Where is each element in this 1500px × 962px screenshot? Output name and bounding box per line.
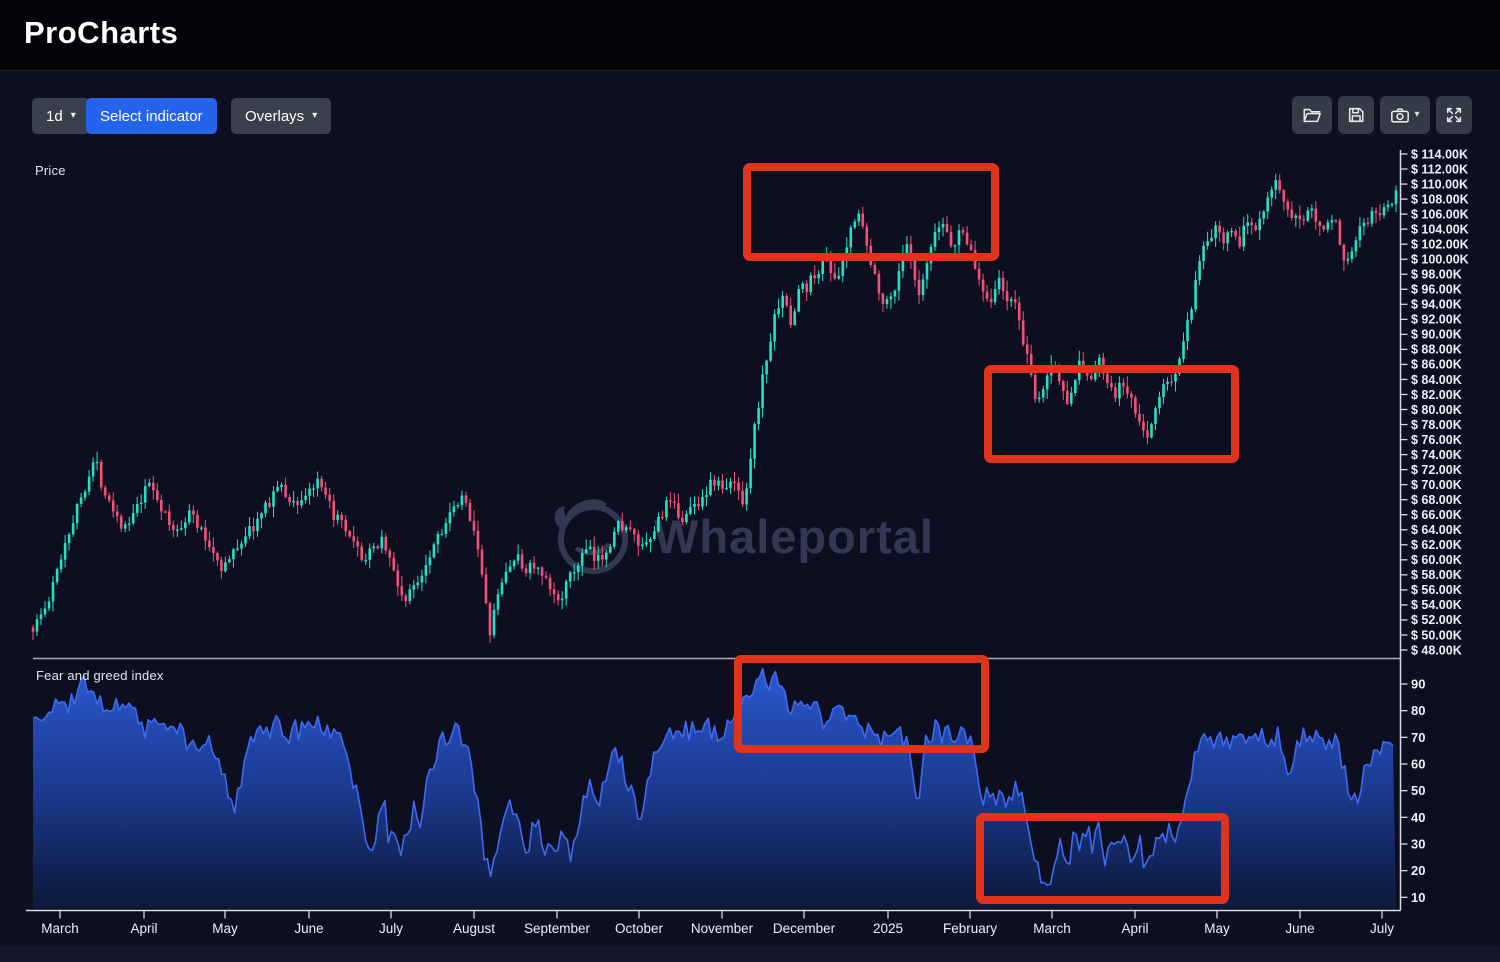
svg-text:$ 78.00K: $ 78.00K [1411, 418, 1462, 432]
svg-text:$ 54.00K: $ 54.00K [1411, 598, 1462, 612]
svg-text:50: 50 [1411, 783, 1425, 798]
select-indicator-button[interactable]: Select indicator [86, 98, 217, 134]
screenshot-button[interactable]: ▾ [1380, 96, 1430, 134]
svg-text:$ 88.00K: $ 88.00K [1411, 343, 1462, 357]
chevron-down-icon: ▾ [312, 110, 318, 121]
svg-text:$ 74.00K: $ 74.00K [1411, 448, 1462, 462]
svg-text:September: September [524, 921, 591, 936]
svg-text:July: July [1370, 921, 1394, 936]
fear-greed-panel-label: Fear and greed index [36, 668, 164, 683]
svg-text:$ 80.00K: $ 80.00K [1411, 403, 1462, 417]
annotation-box [984, 365, 1239, 463]
svg-text:$ 66.00K: $ 66.00K [1411, 508, 1462, 522]
app-header: ProCharts [0, 0, 1500, 71]
svg-text:$ 96.00K: $ 96.00K [1411, 283, 1462, 297]
svg-text:$ 100.00K: $ 100.00K [1411, 253, 1469, 267]
svg-text:October: October [615, 921, 664, 936]
svg-text:April: April [1121, 921, 1148, 936]
annotation-boxes [734, 163, 1239, 904]
svg-text:$ 104.00K: $ 104.00K [1411, 222, 1469, 236]
annotation-box [734, 655, 989, 753]
svg-text:60: 60 [1411, 756, 1425, 771]
svg-text:$ 98.00K: $ 98.00K [1411, 268, 1462, 282]
svg-text:May: May [212, 921, 238, 936]
svg-text:$ 84.00K: $ 84.00K [1411, 373, 1462, 387]
timeframe-button[interactable]: 1d ▾ [32, 98, 90, 134]
open-file-button[interactable] [1292, 96, 1332, 134]
annotation-box [743, 163, 999, 261]
svg-text:70: 70 [1411, 730, 1425, 745]
price-candles-series [31, 173, 1398, 643]
app-title: ProCharts [24, 15, 179, 50]
fullscreen-button[interactable] [1436, 96, 1472, 134]
svg-text:July: July [379, 921, 403, 936]
svg-text:$ 52.00K: $ 52.00K [1411, 613, 1462, 627]
svg-text:June: June [1285, 921, 1314, 936]
price-panel-label: Price [35, 163, 66, 178]
svg-text:$ 60.00K: $ 60.00K [1411, 553, 1462, 567]
chevron-down-icon: ▾ [70, 110, 76, 121]
svg-text:2025: 2025 [873, 921, 903, 936]
svg-text:$ 72.00K: $ 72.00K [1411, 463, 1462, 477]
svg-text:$ 62.00K: $ 62.00K [1411, 538, 1462, 552]
svg-text:20: 20 [1411, 863, 1425, 878]
svg-text:December: December [773, 921, 836, 936]
svg-text:30: 30 [1411, 836, 1425, 851]
svg-text:10: 10 [1411, 890, 1425, 905]
camera-icon [1391, 108, 1410, 123]
svg-text:$ 48.00K: $ 48.00K [1411, 643, 1462, 657]
fear-greed-series [32, 667, 1396, 908]
svg-text:$ 86.00K: $ 86.00K [1411, 358, 1462, 372]
svg-text:$ 82.00K: $ 82.00K [1411, 388, 1462, 402]
overlays-button[interactable]: Overlays ▾ [231, 98, 332, 134]
folder-open-icon [1303, 108, 1321, 123]
svg-text:March: March [41, 921, 79, 936]
svg-text:August: August [453, 921, 495, 936]
overlays-label: Overlays [245, 107, 305, 125]
svg-text:April: April [130, 921, 157, 936]
axes: $ 114.00K$ 112.00K$ 110.00K$ 108.00K$ 10… [26, 147, 1469, 936]
timeframe-label: 1d [46, 107, 63, 125]
svg-text:$ 76.00K: $ 76.00K [1411, 433, 1462, 447]
svg-text:$ 90.00K: $ 90.00K [1411, 328, 1462, 342]
svg-text:May: May [1204, 921, 1230, 936]
svg-text:$ 58.00K: $ 58.00K [1411, 568, 1462, 582]
bottom-strip [0, 946, 1500, 962]
svg-text:$ 92.00K: $ 92.00K [1411, 313, 1462, 327]
annotation-box [976, 813, 1229, 904]
chevron-down-icon: ▾ [1414, 109, 1420, 120]
svg-text:$ 108.00K: $ 108.00K [1411, 192, 1469, 206]
svg-text:$ 112.00K: $ 112.00K [1411, 162, 1468, 176]
svg-text:$ 70.00K: $ 70.00K [1411, 478, 1462, 492]
svg-text:November: November [691, 921, 754, 936]
svg-text:90: 90 [1411, 677, 1425, 692]
fullscreen-icon [1446, 107, 1462, 123]
svg-text:$ 114.00K: $ 114.00K [1411, 147, 1468, 161]
svg-text:$ 94.00K: $ 94.00K [1411, 298, 1462, 312]
svg-text:40: 40 [1411, 810, 1425, 825]
svg-text:$ 56.00K: $ 56.00K [1411, 583, 1462, 597]
svg-text:March: March [1033, 921, 1071, 936]
svg-text:February: February [943, 921, 997, 936]
svg-text:$ 102.00K: $ 102.00K [1411, 237, 1469, 251]
svg-text:$ 64.00K: $ 64.00K [1411, 523, 1462, 537]
svg-text:$ 68.00K: $ 68.00K [1411, 493, 1462, 507]
svg-text:June: June [294, 921, 323, 936]
save-icon [1348, 107, 1364, 123]
select-indicator-label: Select indicator [100, 107, 203, 125]
svg-text:$ 50.00K: $ 50.00K [1411, 628, 1462, 642]
svg-text:$ 106.00K: $ 106.00K [1411, 207, 1469, 221]
save-button[interactable] [1338, 96, 1374, 134]
svg-text:80: 80 [1411, 703, 1425, 718]
svg-text:$ 110.00K: $ 110.00K [1411, 177, 1468, 191]
